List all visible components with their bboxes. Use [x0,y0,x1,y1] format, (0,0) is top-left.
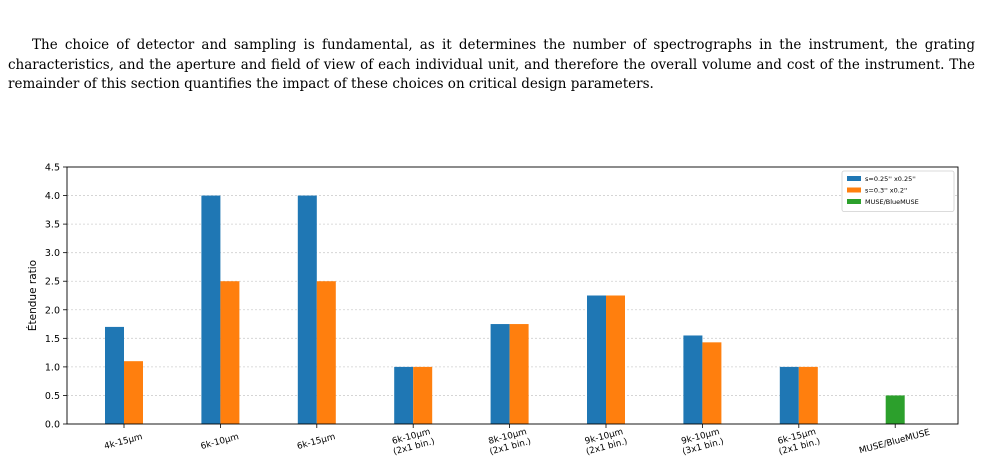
bar-2-3 [316,281,336,424]
x-tick-label-group: 6k-15µm(2x1 bin.) [777,427,822,457]
y-tick-label: 3.0 [45,248,60,259]
bar-2-2 [220,281,240,424]
x-axis: 4k-15µm 6k-10µm 6k-15µm 6k-10µm(2x1 bin.) 8k… [103,424,931,457]
x-tick-label-group: 8k-10µm(2x1 bin.) [487,427,532,457]
x-tick-label-group: 6k-15µm [296,432,336,452]
y-tick-label: 0.0 [45,420,60,431]
legend-label-1: s=0.25'' x0.25'' [865,175,916,183]
y-tick-label: 4.0 [45,191,60,202]
partial-top-line [8,6,975,24]
bar-1-8 [779,366,799,424]
legend-swatch-1 [847,176,861,181]
legend-box [841,170,955,212]
x-tick-label-group: MUSE/BlueMUSE [858,428,931,456]
legend-label-3: MUSE/BlueMUSE [865,198,919,206]
y-tick-label: 2.5 [45,277,60,288]
legend-label-2: s=0.3'' x0.2'' [865,187,908,195]
y-tick-label: 3.5 [45,220,60,231]
y-tick-label: 1.0 [45,362,60,373]
x-tick-label-group: 4k-15µm [103,432,143,452]
legend: s=0.25'' x0.25'' s=0.3'' x0.2'' MUSE/BlueM… [841,170,955,212]
bar-1-1 [105,326,124,424]
y-tick-label: 1.5 [45,334,60,345]
legend-swatch-2 [847,187,861,193]
x-tick-label-group: 9k-10µm(2x1 bin.) [584,427,629,457]
y-tick-label: 4.5 [45,163,60,174]
bar-1-3 [297,195,317,424]
x-tick-label-group: 6k-10µm(2x1 bin.) [391,427,436,457]
y-axis: 0.0 0.5 1.0 1.5 2.0 2.5 3.0 3.5 4.0 4.5 [45,163,67,431]
plot-frame [66,166,959,425]
x-tick-label: 6k-10µm [200,432,240,452]
y-tick-label: 2.0 [45,305,60,316]
text-block: The choice of detector and sampling is f… [8,6,975,95]
y-tick-label: 0.5 [45,391,60,402]
y-axis-label: Étendue ratio [26,260,39,331]
bar-1-2 [201,195,221,424]
bar-2-1 [124,361,143,424]
bars [105,195,905,424]
bar-2-7 [702,342,722,424]
x-tick-label-group: 9k-10µm(3x1 bin.) [680,427,725,457]
bar-2-6 [606,295,625,424]
bar-3-9 [885,395,905,424]
bar-1-4 [394,366,414,424]
bar-2-4 [413,366,433,424]
x-tick-label: 6k-15µm [296,432,336,452]
x-tick-label: 4k-15µm [103,432,143,452]
bar-2-8 [798,366,818,424]
body-paragraph: The choice of detector and sampling is f… [8,37,975,92]
bar-2-5 [509,324,529,424]
etendue-ratio-bar-chart: 0.0 0.5 1.0 1.5 2.0 2.5 3.0 3.5 4.0 4.5 4k-15µm 6k… [26,163,959,457]
bar-1-5 [490,324,510,424]
bar-1-6 [587,295,606,424]
legend-swatch-3 [847,199,861,204]
x-tick-label: MUSE/BlueMUSE [858,428,931,456]
bar-1-7 [683,335,703,424]
x-tick-label-group: 6k-10µm [200,432,240,452]
